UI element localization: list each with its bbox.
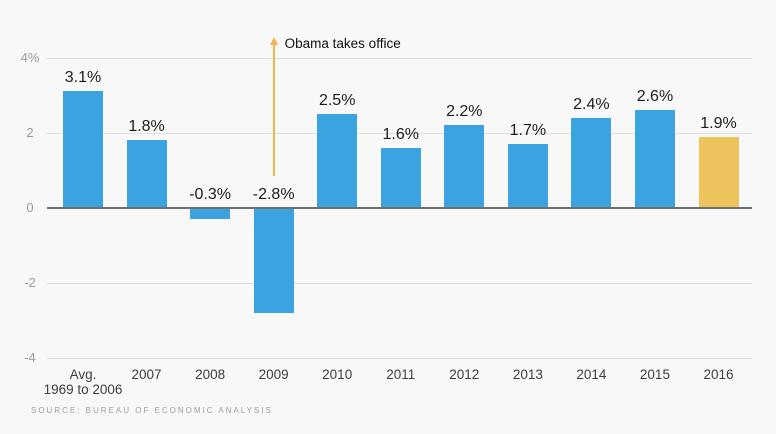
x-label-2014: 2014: [576, 367, 606, 382]
x-label-line: 2011: [386, 367, 416, 382]
annotation-line: [272, 45, 275, 176]
value-label-2016: 1.9%: [700, 114, 737, 132]
gridline--4: [47, 358, 752, 360]
value-label-2007: 1.8%: [128, 118, 165, 136]
up-arrow-icon: [269, 37, 278, 45]
y-tick-label-2: -2: [24, 275, 36, 291]
bar-2014: [571, 117, 612, 208]
y-tick-label-2: 2: [26, 124, 34, 140]
value-label-2013: 1.7%: [509, 122, 547, 140]
x-label-2007: 2007: [132, 367, 162, 382]
value-label-2011: 1.6%: [382, 125, 419, 143]
y-tick-label-4: -4: [24, 350, 36, 366]
value-label-2015: 2.6%: [636, 88, 674, 106]
bar-2009: [253, 208, 294, 314]
bar-2012: [444, 125, 485, 208]
value-label-2010: 2.5%: [318, 92, 356, 109]
x-label-line: Avg.: [69, 367, 97, 382]
value-label-2009: -2.8%: [252, 186, 295, 203]
gridline-2: [47, 132, 752, 134]
x-label-2008: 2008: [195, 367, 225, 382]
value-label-2012: 2.2%: [446, 103, 483, 121]
x-label-line: 2013: [512, 367, 543, 382]
x-label-line: 1969 to 2006: [43, 382, 123, 397]
bar-2008: [190, 208, 231, 220]
x-label-2016: 2016: [703, 367, 733, 382]
x-label-2009: 2009: [259, 367, 289, 382]
x-label-line: 2015: [639, 367, 670, 382]
x-label-avg-1969-to-2006: Avg. 1969 to 2006: [44, 367, 123, 397]
y-tick-label-4: 4%: [20, 49, 40, 65]
y-tick-label-0: 0: [26, 200, 34, 215]
value-label-2008: -0.3%: [189, 186, 231, 203]
value-label-2014: 2.4%: [573, 95, 610, 113]
x-label-line: 2010: [322, 367, 353, 382]
bar-2015: [634, 110, 675, 208]
gridline-4: [47, 57, 752, 59]
x-label-line: 2009: [258, 367, 289, 382]
gridline--2: [47, 283, 752, 285]
x-label-2015: 2015: [640, 367, 670, 382]
x-label-line: 2016: [703, 367, 734, 382]
x-label-2012: 2012: [449, 367, 479, 382]
x-label-2010: 2010: [322, 367, 352, 382]
x-label-line: 2008: [195, 367, 226, 382]
value-label-avg-1969-to-2006: 3.1%: [64, 69, 102, 87]
x-label-2011: 2011: [386, 367, 415, 382]
bar-2011: [380, 147, 421, 208]
bar-2010: [317, 114, 358, 208]
zero-axis-line: [47, 207, 752, 209]
bar-avg-1969-to-2006: [63, 91, 103, 208]
x-label-line: 2014: [576, 367, 607, 382]
x-label-line: 2012: [449, 367, 480, 382]
source-attribution: SOURCE: BUREAU OF ECONOMIC ANALYSIS: [31, 406, 273, 415]
x-label-line: 2007: [131, 367, 162, 382]
bar-2013: [507, 144, 548, 208]
annotation-label: Obama takes office: [284, 36, 401, 51]
bar-2007: [126, 140, 167, 208]
bar-2016: [698, 136, 739, 208]
x-label-2013: 2013: [513, 367, 543, 382]
